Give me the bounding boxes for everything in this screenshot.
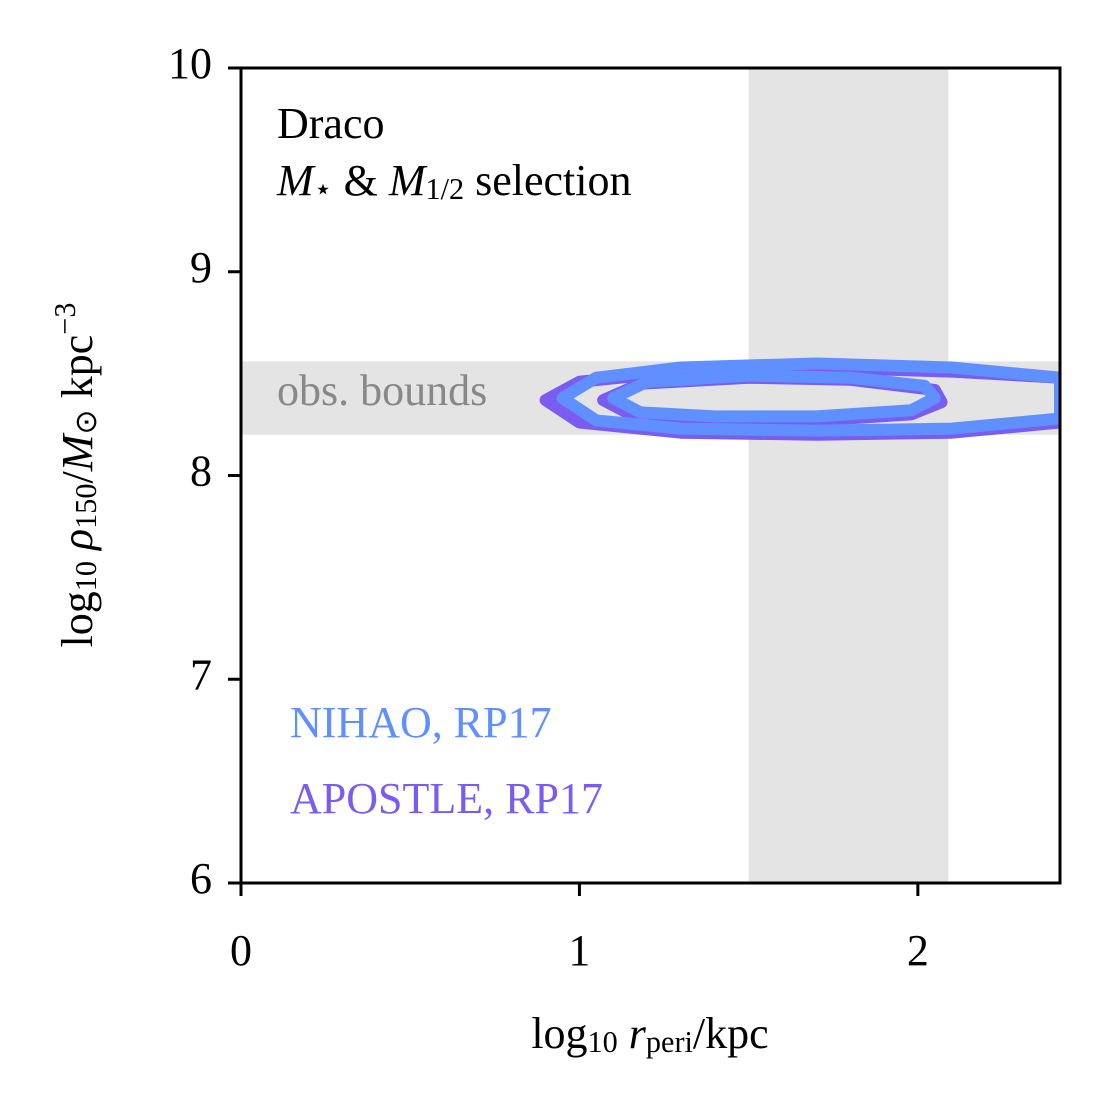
- label-part: Draco: [277, 99, 385, 148]
- contour: [556, 357, 1060, 437]
- label-part: r: [618, 1009, 647, 1058]
- legend-entry: NIHAO, RP17: [290, 698, 552, 747]
- x-axis-label: log10 rperi/kpc: [531, 1009, 768, 1058]
- label-part: &: [333, 156, 389, 205]
- label-part: /kpc: [693, 1009, 769, 1058]
- label-part: ⊙: [69, 409, 103, 434]
- y-tick-label: 10: [168, 39, 212, 88]
- label-part: 150: [69, 483, 103, 528]
- label-part: 10: [69, 561, 103, 591]
- band-label: obs. bounds: [277, 366, 487, 415]
- label-part: ⋆: [314, 172, 333, 206]
- label-part: 10: [588, 1025, 618, 1059]
- label-part: /: [53, 470, 102, 483]
- label-part: M: [53, 432, 102, 472]
- label-part: log: [531, 1009, 587, 1058]
- annotation: Draco: [277, 99, 385, 148]
- y-tick-label: 8: [190, 447, 212, 496]
- x-band: [748, 68, 949, 883]
- y-tick-label: 9: [190, 243, 212, 292]
- label-part: M: [276, 156, 316, 205]
- label-part: ρ: [53, 529, 102, 561]
- legend-entry: APOSTLE, RP17: [290, 774, 603, 823]
- label-part: kpc: [53, 335, 102, 410]
- contours: [539, 357, 1060, 441]
- label-part: log: [53, 591, 102, 647]
- label-part: −3: [48, 303, 82, 335]
- label-part: peri: [646, 1025, 693, 1059]
- x-tick-label: 1: [568, 926, 590, 975]
- contour: [607, 369, 941, 423]
- y-tick-label: 7: [190, 650, 212, 699]
- label-part: 1/2: [425, 172, 464, 206]
- y-axis-label: log10 ρ150/M⊙ kpc−3: [48, 303, 102, 648]
- label-part: selection: [464, 156, 631, 205]
- y-tick-label: 6: [190, 854, 212, 903]
- x-tick-label: 2: [907, 926, 929, 975]
- x-tick-label: 0: [230, 926, 252, 975]
- label-part: M: [388, 156, 428, 205]
- annotation: M⋆ & M1/2 selection: [276, 156, 632, 205]
